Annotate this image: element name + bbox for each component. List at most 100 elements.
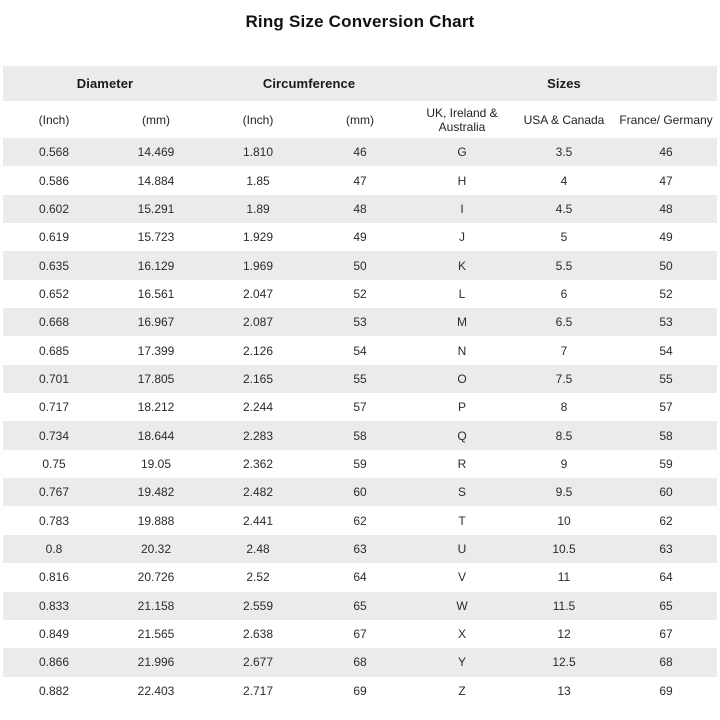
table-cell: T [458,513,466,528]
table-cell: 17.805 [137,371,175,386]
table-cell: 46 [353,145,367,160]
table-cell: 11 [557,570,571,585]
table-cell: 6.5 [555,315,573,330]
table-row: 0.619 15.723 1.929 49 J 5 49 [3,223,717,252]
table-row: 0.734 18.644 2.283 58 Q 8.5 58 [3,421,717,450]
column-header-france-germany: France/ Germany [615,101,717,138]
table-cell: Z [458,683,466,698]
table-cell: 16.129 [137,258,175,273]
table-row: 0.849 21.565 2.638 67 X 12 67 [3,619,717,649]
group-header-sizes: Sizes [411,66,717,101]
table-cell: 9.5 [555,485,573,500]
table-cell: 7.5 [555,371,573,386]
table-cell: S [457,485,466,500]
table-cell: 68 [659,655,673,670]
table-cell: 57 [659,400,673,415]
table-cell: 1.89 [246,201,270,216]
table-cell: 2.362 [242,456,274,471]
table-cell: 53 [353,315,367,330]
table-row: 0.568 14.469 1.810 46 G 3.5 46 [3,138,717,167]
table-cell: 2.165 [242,371,274,386]
table-cell: 57 [353,400,367,415]
table-cell: 2.48 [246,541,270,556]
table-cell: 2.717 [242,683,274,698]
table-row: 0.586 14.884 1.85 47 H 4 47 [3,166,717,195]
table-row: 0.866 21.996 2.677 68 Y 12.5 68 [3,648,717,677]
table-cell: 2.047 [242,286,274,301]
table-cell: 10.5 [552,541,576,556]
table-cell: V [457,570,466,585]
table-cell: 46 [659,145,673,160]
table-cell: 62 [659,513,673,528]
table-cell: 52 [659,286,673,301]
table-row: 0.668 16.967 2.087 53 M 6.5 53 [3,308,717,337]
table-cell: 0.717 [38,400,70,415]
table-cell: 67 [353,627,367,642]
table-cell: 48 [659,201,673,216]
table-row: 0.652 16.561 2.047 52 L 6 52 [3,279,717,309]
table-row: 0.717 18.212 2.244 57 P 8 57 [3,393,717,422]
table-cell: 62 [353,513,367,528]
table-row: 0.783 19.888 2.441 62 T 10 62 [3,506,717,535]
table-cell: 2.126 [242,343,274,358]
table-cell: 9 [560,456,568,471]
table-row: 0.701 17.805 2.165 55 O 7.5 55 [3,364,717,394]
table-cell: 4.5 [555,201,573,216]
table-cell: 21.565 [137,627,175,642]
table-cell: 0.8 [45,541,63,556]
table-cell: Y [457,655,466,670]
table-cell: 0.882 [38,683,70,698]
table-cell: 49 [353,230,367,245]
table-cell: 64 [353,570,367,585]
table-cell: 52 [353,286,367,301]
table-cell: 0.586 [38,173,70,188]
table-cell: 18.212 [137,400,175,415]
table-cell: K [457,258,466,273]
table-cell: 8 [560,400,568,415]
table-cell: 1.85 [246,173,270,188]
table-cell: 55 [353,371,367,386]
table-cell: 1.810 [242,145,274,160]
table-cell: 1.929 [242,230,274,245]
column-header-circumference-inch: (Inch) [207,101,309,138]
column-header-circumference-mm: (mm) [309,101,411,138]
table-cell: 67 [659,627,673,642]
table-row: 0.882 22.403 2.717 69 Z 13 69 [3,676,717,705]
column-header-usa-canada: USA & Canada [513,101,615,138]
table-cell: 12.5 [552,655,576,670]
group-header-diameter: Diameter [3,66,207,101]
table-cell: 0.652 [38,286,70,301]
table-cell: 2.087 [242,315,274,330]
table-cell: 0.701 [38,371,70,386]
table-cell: I [460,201,464,216]
table-cell: 4 [560,173,568,188]
table-cell: 0.816 [38,570,70,585]
table-cell: 2.677 [242,655,274,670]
table-cell: 0.833 [38,598,70,613]
table-cell: 0.568 [38,145,70,160]
table-cell: L [458,286,466,301]
table-cell: 2.482 [242,485,274,500]
table-cell: 21.158 [137,598,175,613]
table-header: Diameter Circumference Sizes (Inch) (mm)… [3,66,717,138]
table-cell: 0.685 [38,343,70,358]
table-cell: 50 [353,258,367,273]
table-cell: X [457,627,466,642]
table-cell: H [457,173,467,188]
table-row: 0.833 21.158 2.559 65 W 11.5 65 [3,591,717,620]
table-cell: 60 [659,485,673,500]
table-cell: 15.291 [137,201,175,216]
table-cell: 65 [659,598,673,613]
table-row: 0.8 20.32 2.48 63 U 10.5 63 [3,534,717,564]
table-cell: 2.52 [246,570,270,585]
table-cell: 0.849 [38,627,70,642]
table-cell: 12 [557,627,571,642]
table-cell: 10 [557,513,571,528]
table-cell: 20.32 [140,541,172,556]
table-cell: 48 [353,201,367,216]
table-cell: 2.559 [242,598,274,613]
page-title: Ring Size Conversion Chart [245,12,475,31]
column-header-diameter-inch: (Inch) [3,101,105,138]
table-body: 0.568 14.469 1.810 46 G 3.5 46 0.586 14.884 1.85 4… [3,138,717,705]
table-cell: 63 [353,541,367,556]
